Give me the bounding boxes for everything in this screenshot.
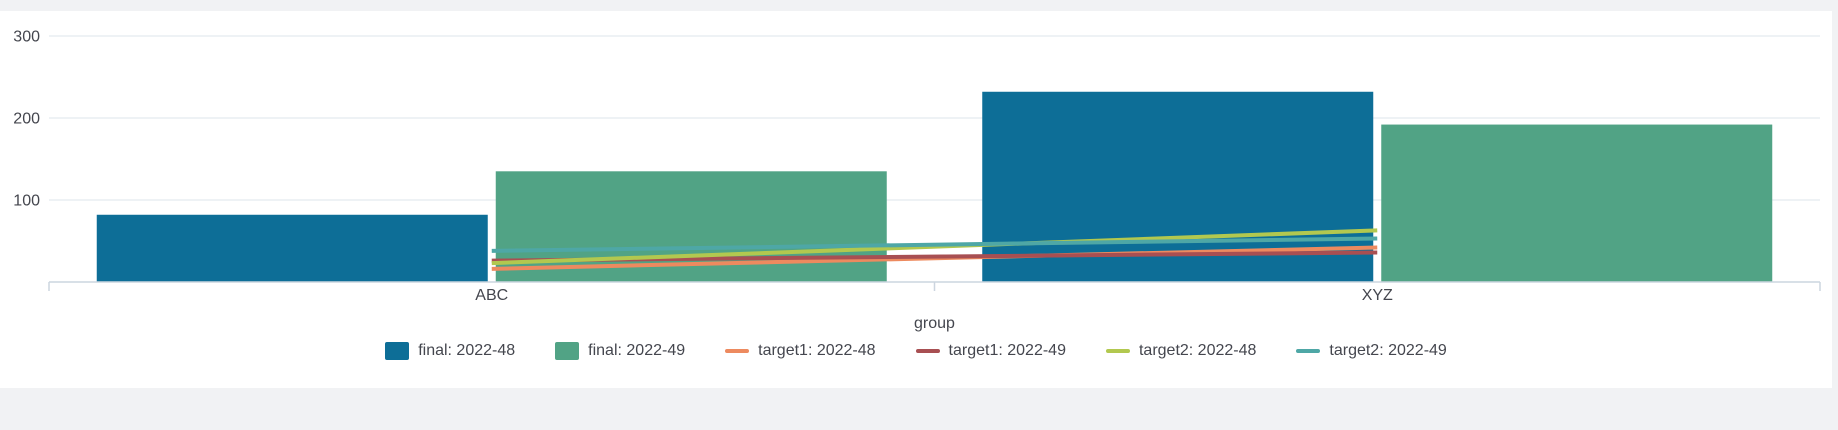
legend-label: target2: 2022-49 <box>1329 342 1447 359</box>
bar-final-2022-48-ABC[interactable] <box>96 214 488 282</box>
x-tick-label-ABC: ABC <box>475 287 508 304</box>
legend-line-icon <box>1296 349 1321 353</box>
x-tick-label-XYZ: XYZ <box>1362 287 1393 304</box>
legend-item-final-2022-48[interactable]: final: 2022-48 <box>385 342 515 360</box>
chart-legend: final: 2022-48 final: 2022-49 target1: 202… <box>0 340 1832 362</box>
legend-label: final: 2022-48 <box>418 342 516 359</box>
legend-swatch-icon <box>555 342 580 360</box>
y-tick-label-200: 200 <box>13 111 40 128</box>
legend-line-icon <box>1105 349 1130 353</box>
legend-item-target2-2022-48[interactable]: target2: 2022-48 <box>1105 342 1257 360</box>
legend-item-target1-2022-48[interactable]: target1: 2022-48 <box>725 342 876 360</box>
y-tick-label-300: 300 <box>13 29 40 46</box>
x-axis-title: group <box>914 315 955 332</box>
legend-label: final: 2022-49 <box>588 342 686 359</box>
legend-item-final-2022-49[interactable]: final: 2022-49 <box>555 342 685 360</box>
chart-card: 100 200 300 ABC XYZ group final: 2022-48 final… <box>0 11 1832 388</box>
line-target2-2022-48[interactable] <box>491 228 1378 266</box>
legend-item-target1-2022-49[interactable]: target1: 2022-49 <box>915 342 1066 360</box>
y-tick-label-100: 100 <box>13 193 40 210</box>
legend-line-icon <box>725 349 750 353</box>
bar-final-2022-49-XYZ[interactable] <box>1381 124 1773 282</box>
legend-item-target2-2022-49[interactable]: target2: 2022-49 <box>1296 342 1447 360</box>
line-target2-2022-49[interactable] <box>491 236 1378 253</box>
legend-label: target1: 2022-49 <box>948 342 1066 359</box>
legend-label: target2: 2022-48 <box>1138 342 1257 359</box>
legend-line-icon <box>915 349 940 353</box>
legend-label: target1: 2022-48 <box>758 342 876 359</box>
legend-swatch-icon <box>385 342 410 360</box>
chart-svg: 100 200 300 ABC XYZ group <box>13 29 1821 332</box>
